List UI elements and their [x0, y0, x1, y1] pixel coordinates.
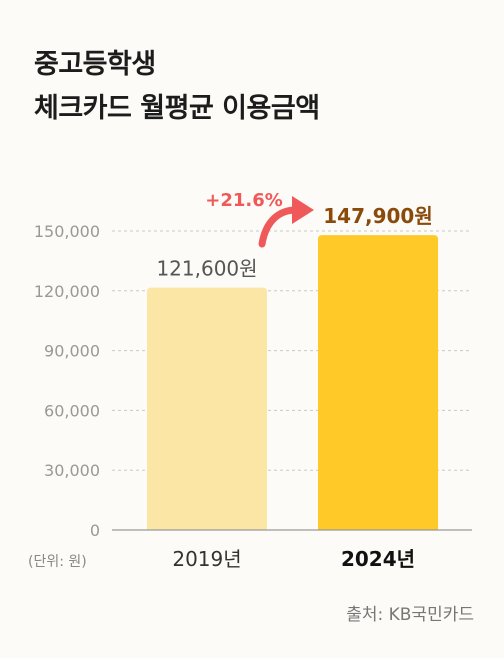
- source-note: 출처: KB국민카드: [346, 605, 474, 625]
- x-tick-label: 2019년: [172, 547, 241, 571]
- x-tick-label: 2024년: [341, 547, 415, 571]
- data-label: 121,600원: [156, 257, 257, 281]
- bar-1: [318, 235, 438, 530]
- y-tick-label: 90,000: [44, 342, 100, 361]
- y-tick-label: 120,000: [34, 282, 100, 301]
- growth-arrow-icon: [258, 206, 300, 248]
- growth-arrow-head-icon: [292, 196, 314, 224]
- unit-note: (단위: 원): [28, 554, 87, 570]
- data-label: 147,900원: [323, 204, 433, 228]
- chart-title-line1: 중고등학생: [34, 49, 156, 80]
- growth-label: +21.6%: [205, 190, 283, 211]
- chart-title-line2: 체크카드 월평균 이용금액: [34, 93, 320, 124]
- y-tick-label: 30,000: [44, 461, 100, 480]
- bar-0: [147, 287, 267, 530]
- y-tick-label: 0: [90, 521, 100, 540]
- y-tick-label: 60,000: [44, 401, 100, 420]
- y-tick-label: 150,000: [34, 222, 100, 241]
